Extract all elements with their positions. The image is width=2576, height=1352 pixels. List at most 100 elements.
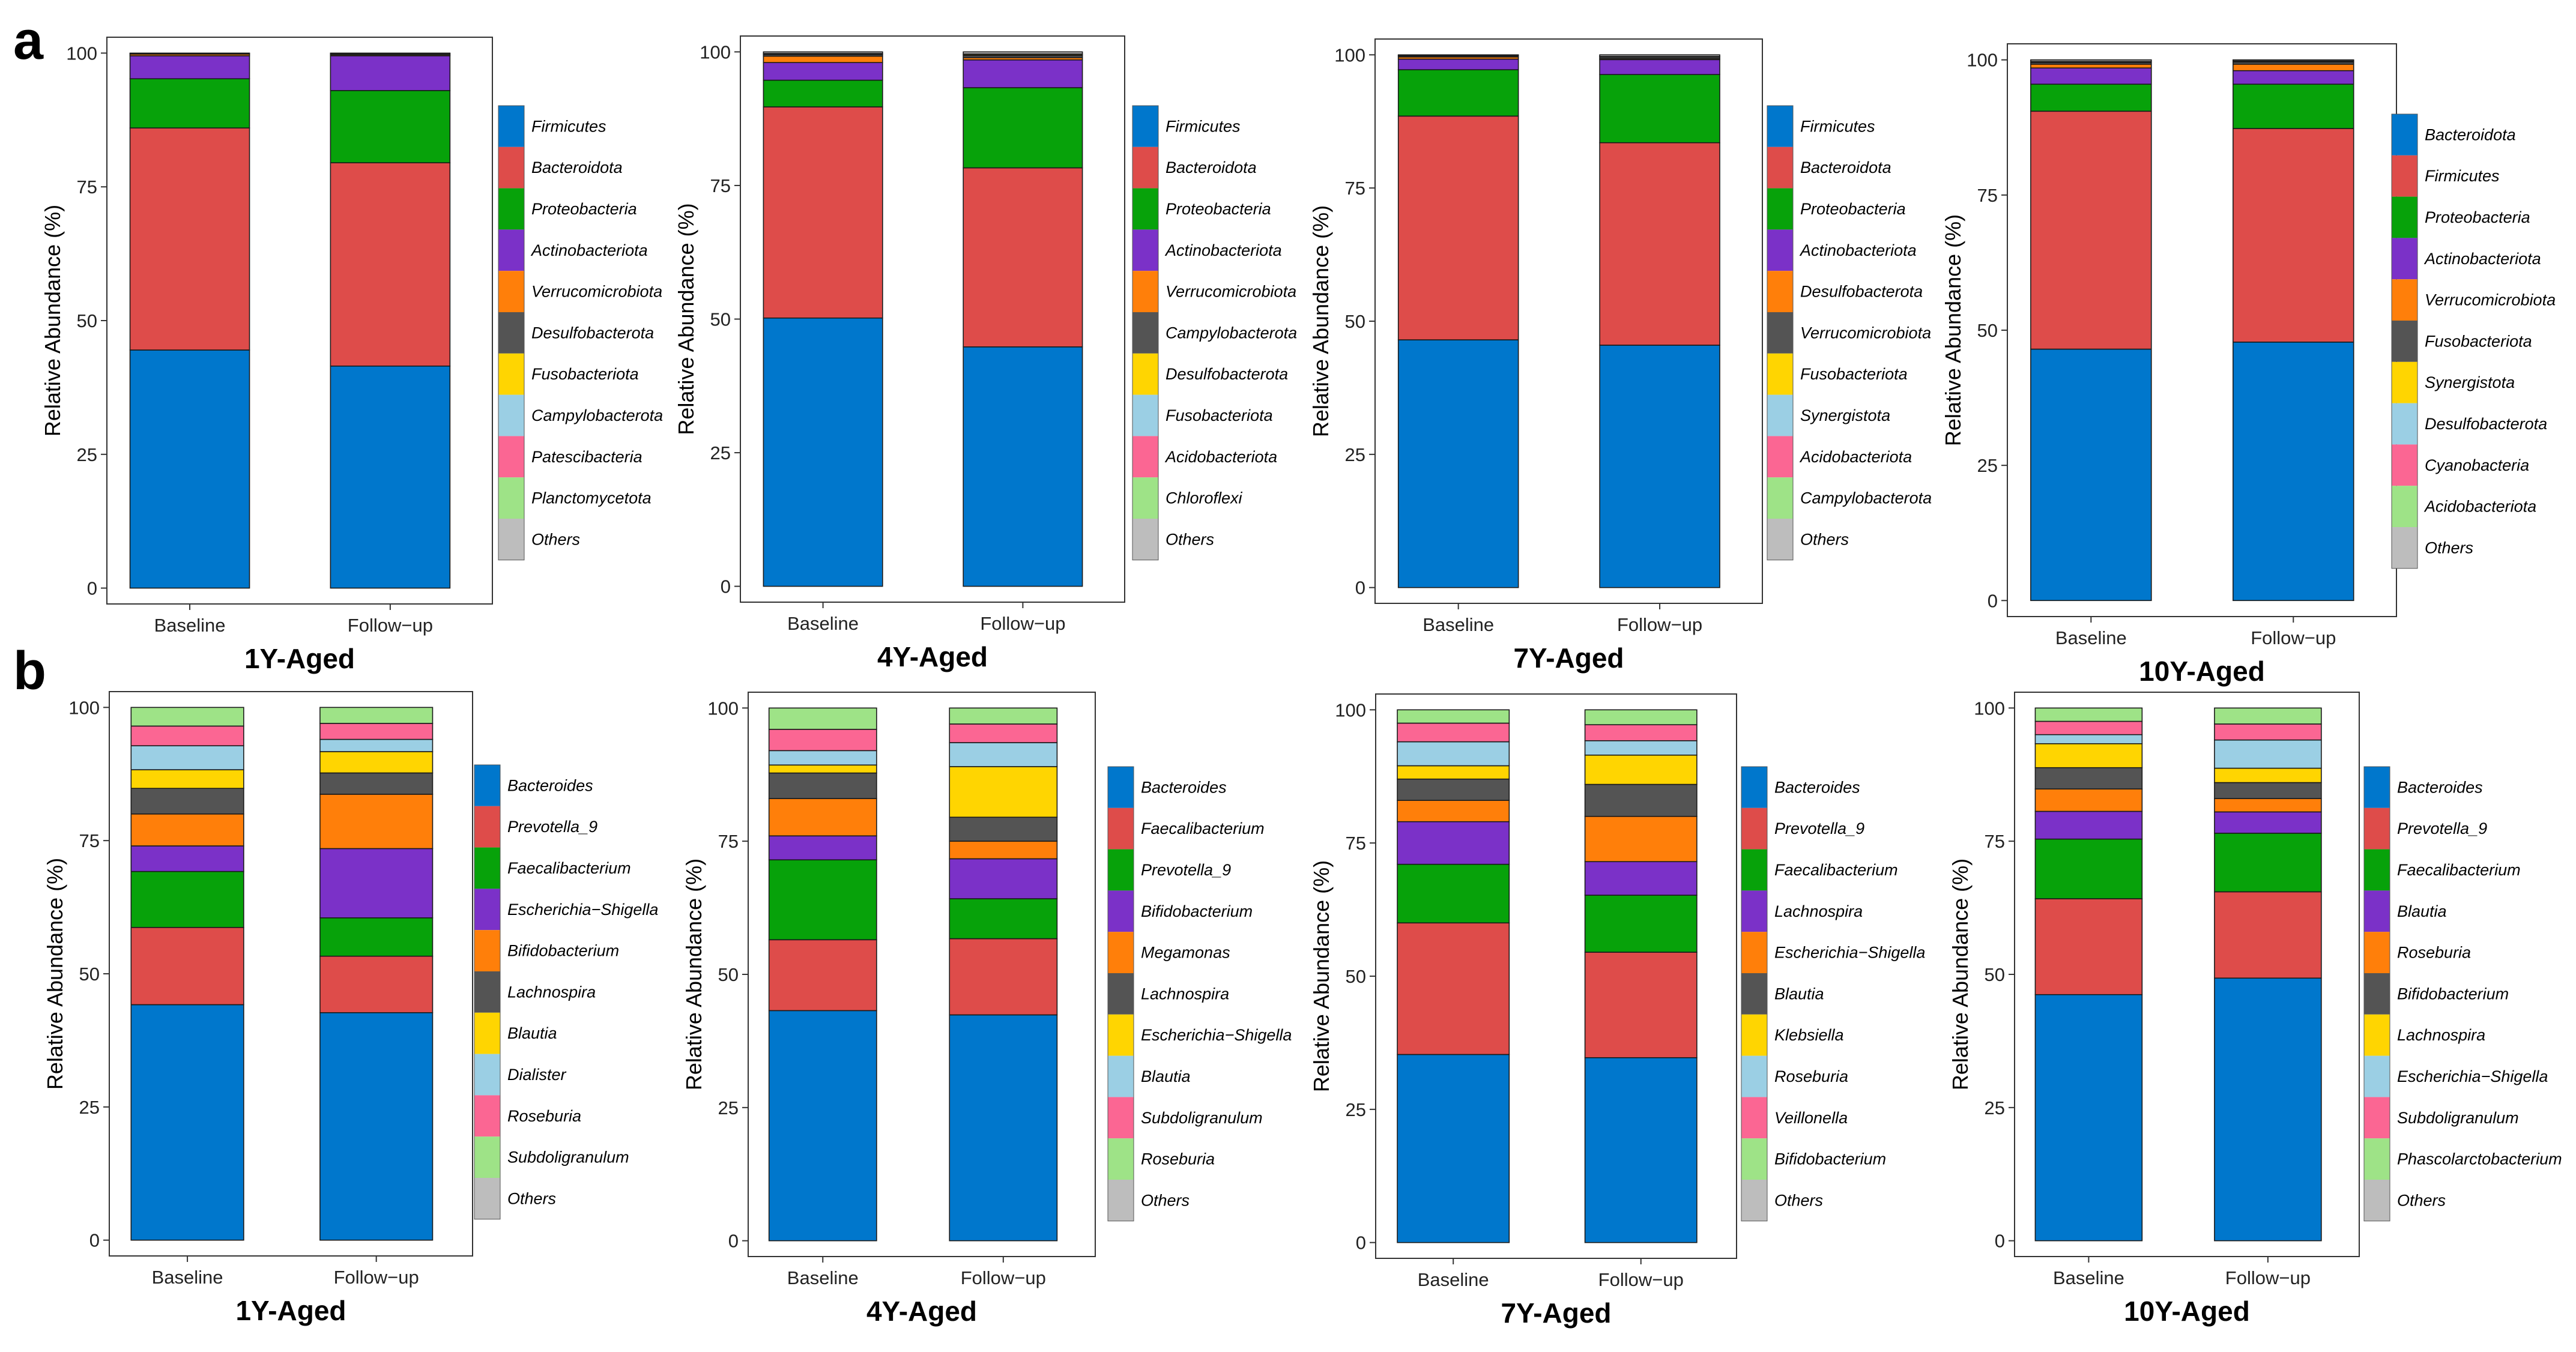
bar-segment (330, 55, 451, 91)
legend-label: Campylobacterota (1166, 324, 1297, 342)
legend-label: Desulfobacterota (531, 324, 654, 342)
bar-segment (319, 723, 434, 740)
bar-segment (2030, 59, 2152, 62)
bar-segment (763, 55, 883, 64)
bar-segment (129, 349, 250, 589)
legend-swatch (1132, 271, 1158, 312)
legend-swatch (1767, 394, 1793, 436)
bar-segment (129, 78, 250, 128)
bar-segment (2030, 110, 2152, 350)
bar-segment (129, 127, 250, 351)
y-tick-label: 0 (1356, 1233, 1366, 1254)
panel-label-b: b (13, 641, 46, 701)
legend-swatch (2392, 361, 2417, 403)
legend-swatch (1108, 767, 1134, 808)
x-tick-label: Follow−up (1617, 614, 1702, 635)
bar-segment (2030, 83, 2152, 112)
y-tick-label: 50 (79, 964, 100, 985)
bar-segment (319, 707, 434, 724)
bar-segment (330, 365, 451, 589)
legend-swatch (1108, 849, 1134, 891)
legend-swatch (498, 188, 524, 230)
bar-segment (2214, 739, 2322, 769)
x-tick-label: Baseline (787, 613, 859, 634)
legend-swatch (1741, 1014, 1767, 1056)
y-tick-label: 0 (1995, 1231, 2005, 1252)
legend-label: Others (1166, 530, 1214, 548)
legend-swatch (474, 889, 500, 931)
y-tick-label: 100 (1967, 50, 1998, 71)
legend-label: Chloroflexi (1166, 489, 1243, 507)
legend-label: Desulfobacterota (1166, 365, 1288, 383)
bar-segment (130, 926, 244, 1006)
y-tick-label: 75 (718, 831, 739, 852)
legend-swatch (1741, 973, 1767, 1015)
legend-frame (1741, 766, 1768, 1222)
bar-segment (2034, 734, 2143, 744)
bar-segment (130, 725, 244, 747)
legend-label: Verrucomicrobiota (1166, 283, 1296, 301)
bar-segment (768, 1010, 877, 1242)
y-tick-label: 50 (1977, 320, 1998, 341)
legend-label: Subdoligranulum (2397, 1109, 2519, 1127)
bar-segment (763, 62, 883, 81)
bar-segment (1599, 345, 1720, 588)
bar-segment (130, 1004, 244, 1241)
legend-label: Cyanobacteria (2425, 456, 2529, 474)
bar-segment (763, 317, 883, 587)
legend-label: Campylobacterota (1800, 489, 1932, 507)
y-tick-label: 100 (66, 43, 97, 64)
legend-swatch (498, 271, 524, 312)
legend-label: Lachnospira (2397, 1026, 2485, 1044)
legend-swatch (474, 1136, 500, 1178)
bar-segment (949, 1014, 1058, 1242)
y-tick-label: 50 (718, 964, 739, 985)
y-tick-label: 100 (1334, 44, 1365, 65)
bar-segment (2034, 743, 2143, 768)
bar-segment (2030, 64, 2152, 69)
legend-swatch (1132, 394, 1158, 436)
legend-label: Desulfobacterota (2425, 415, 2547, 433)
bar-segment (319, 955, 434, 1013)
legend-swatch (1108, 1138, 1134, 1180)
bar-segment (319, 751, 434, 774)
legend-label: Others (2397, 1191, 2446, 1209)
x-tick-label: Follow−up (1598, 1269, 1684, 1290)
y-tick-label: 50 (1985, 964, 2005, 985)
legend-swatch (498, 519, 524, 560)
legend-swatch (1132, 436, 1158, 478)
y-axis-title: Relative Abundance (%) (682, 859, 706, 1090)
legend-label: Verrucomicrobiota (531, 283, 662, 301)
legend-swatch (1741, 932, 1767, 973)
bar-segment (763, 51, 883, 54)
legend-swatch (2392, 444, 2417, 486)
y-tick-label: 25 (1977, 455, 1998, 476)
legend-swatch (498, 229, 524, 271)
bar-segment (768, 798, 877, 837)
bar-segment (1584, 754, 1698, 785)
chart-2: 0 25 50 75 100 Relative Abundance (%) Baseline… (674, 35, 1297, 672)
legend-swatch (498, 146, 524, 189)
bar-segment (1397, 800, 1510, 822)
bar-segment (130, 745, 244, 770)
legend-label: Actinobacteriota (530, 241, 648, 259)
bar-segment (768, 939, 877, 1012)
legend-label: Escherichia−Shigella (1141, 1026, 1292, 1044)
legend-swatch (474, 1054, 500, 1096)
x-tick-label: Baseline (1423, 614, 1494, 635)
bar-segment (1397, 339, 1519, 588)
bar-segment (1397, 863, 1510, 924)
legend-frame (1132, 105, 1159, 561)
legend-swatch (1767, 106, 1793, 147)
y-tick-label: 25 (1345, 444, 1365, 465)
legend-label: Klebsiella (1774, 1026, 1844, 1044)
bar-segment (949, 898, 1058, 940)
bar-segment (763, 106, 883, 319)
legend-label: Fusobacteriota (2425, 332, 2532, 350)
y-tick-label: 100 (1974, 698, 2005, 719)
bar-segment (963, 59, 1083, 88)
legend-swatch (498, 394, 524, 436)
bar-segment (2034, 720, 2143, 735)
legend-swatch (2392, 114, 2417, 155)
y-tick-label: 0 (721, 576, 731, 597)
